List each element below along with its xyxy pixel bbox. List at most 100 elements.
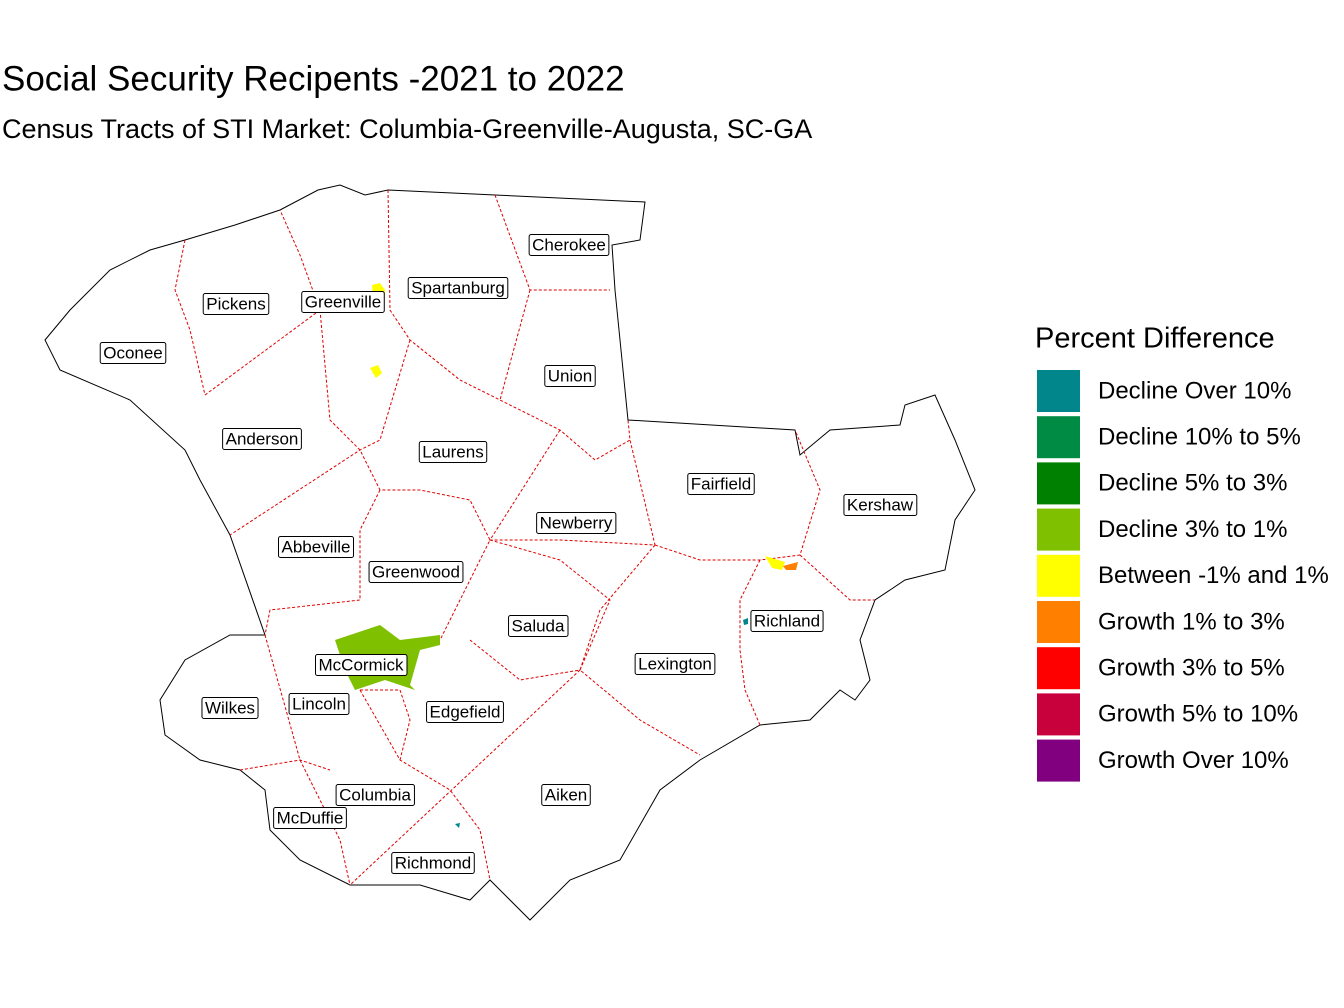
county-name: Wilkes	[205, 698, 255, 717]
legend-label: Decline 3% to 1%	[1098, 516, 1287, 543]
county-border	[579, 544, 701, 756]
county-name: Columbia	[339, 785, 411, 804]
county-label: Richmond	[391, 851, 475, 874]
county-label-box	[288, 692, 350, 715]
county-name: Kershaw	[847, 495, 914, 514]
county-label-box	[750, 609, 824, 632]
county-name: Cherokee	[532, 235, 606, 254]
county-name: Aiken	[545, 785, 588, 804]
county-label-box	[634, 652, 716, 675]
county-border	[469, 539, 611, 681]
legend-label: Growth 5% to 10%	[1098, 701, 1298, 728]
map-title: Social Security Recipents -2021 to 2022	[2, 59, 625, 98]
county-label: Lexington	[634, 652, 716, 675]
legend-swatch	[1037, 647, 1080, 690]
county-border	[264, 634, 351, 886]
legend-label: Decline Over 10%	[1098, 377, 1291, 404]
county-border	[489, 429, 656, 546]
county-name: Union	[548, 366, 592, 385]
county-name: Laurens	[422, 442, 483, 461]
county-border	[174, 239, 206, 396]
county-label: Aiken	[541, 783, 591, 806]
county-label-box	[687, 472, 755, 495]
county-border	[360, 689, 411, 761]
county-name: Edgefield	[430, 702, 501, 721]
legend-swatch	[1037, 554, 1080, 597]
county-label: Greenwood	[368, 560, 464, 583]
county-label: Cherokee	[528, 233, 610, 256]
legend-swatch	[1037, 508, 1080, 551]
legend-swatch	[1037, 601, 1080, 643]
tract-fill	[455, 823, 460, 828]
county-border	[499, 289, 531, 401]
county-labels: Cherokee Pickens Greenville Spartanburg Ocon…	[99, 233, 918, 874]
county-label-box	[391, 851, 475, 874]
county-label-box	[201, 696, 259, 719]
map	[44, 184, 976, 921]
county-name: Richland	[754, 611, 820, 630]
county-label: Newberry	[536, 511, 617, 534]
county-name: Fairfield	[691, 474, 751, 493]
county-border	[739, 559, 761, 726]
county-name: Greenwood	[372, 562, 460, 581]
county-name: Abbeville	[282, 537, 351, 556]
county-border	[654, 429, 821, 561]
county-label-box	[273, 806, 347, 829]
county-border	[239, 759, 331, 771]
county-label: Saluda	[508, 614, 569, 637]
county-name: Lexington	[638, 654, 712, 673]
county-name: Newberry	[540, 513, 613, 532]
county-label-box	[202, 292, 270, 315]
county-label: Abbeville	[278, 535, 354, 558]
county-label-box	[508, 614, 569, 637]
county-label-box	[544, 364, 596, 387]
county-name: McCormick	[319, 655, 404, 674]
legend-swatch	[1037, 739, 1080, 782]
county-label: Fairfield	[687, 472, 755, 495]
tract-fill	[783, 562, 798, 570]
county-label: Kershaw	[843, 493, 918, 516]
county-label-box	[536, 511, 617, 534]
legend-swatch	[1037, 693, 1080, 736]
county-border	[359, 689, 491, 881]
county-label-box	[541, 783, 591, 806]
county-label-box	[278, 535, 354, 558]
tract-fill	[765, 556, 785, 570]
county-name: Oconee	[103, 343, 163, 362]
county-label-box	[843, 493, 918, 516]
market-outline	[44, 184, 976, 921]
legend-swatch	[1037, 462, 1080, 505]
county-name: Richmond	[395, 853, 472, 872]
county-name: Greenville	[305, 292, 382, 311]
county-name: Lincoln	[292, 694, 346, 713]
county-name: Spartanburg	[411, 278, 505, 297]
county-label: McCormick	[315, 653, 408, 676]
county-label: Pickens	[202, 292, 270, 315]
county-label-box	[418, 440, 488, 463]
legend: Decline Over 10% Decline 10% to 5% Decline…	[1037, 370, 1329, 782]
county-border	[799, 554, 875, 601]
county-label-box	[222, 427, 302, 450]
county-border	[349, 669, 581, 886]
county-name: McDuffie	[277, 808, 344, 827]
county-label: Edgefield	[426, 700, 504, 723]
county-label: Columbia	[335, 783, 415, 806]
legend-label: Growth Over 10%	[1098, 747, 1289, 774]
county-border	[204, 209, 321, 396]
county-label: Oconee	[99, 341, 167, 364]
tract-fill	[743, 618, 748, 625]
county-label: Spartanburg	[407, 276, 509, 299]
legend-label: Decline 5% to 3%	[1098, 470, 1287, 497]
county-name: Saluda	[512, 616, 565, 635]
county-label: Lincoln	[288, 692, 350, 715]
county-label-box	[99, 341, 167, 364]
county-label: Anderson	[222, 427, 302, 450]
legend-swatch	[1037, 416, 1080, 459]
county-label-box	[315, 653, 408, 676]
county-border	[319, 309, 491, 641]
county-label-box	[426, 700, 504, 723]
legend-label: Decline 10% to 5%	[1098, 424, 1301, 451]
legend-swatch	[1037, 370, 1080, 412]
legend-label: Growth 3% to 5%	[1098, 655, 1285, 682]
